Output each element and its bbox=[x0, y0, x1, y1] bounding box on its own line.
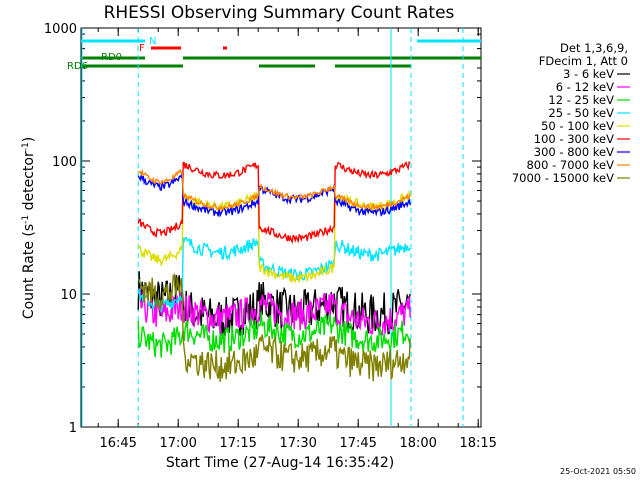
y-tick-label: 1 bbox=[69, 421, 77, 436]
x-tick-label: 17:45 bbox=[339, 436, 376, 451]
timestamp: 25-Oct-2021 05:50 bbox=[560, 467, 636, 476]
flare-flag-label: F bbox=[139, 43, 145, 54]
y-tick-label: 100 bbox=[52, 155, 77, 170]
legend-entry-label: 25 - 50 keV bbox=[548, 106, 614, 120]
x-axis: 16:45 17:00 17:15 17:30 17:45 18:00 18:15 bbox=[97, 28, 497, 451]
chart-title: RHESSI Observing Summary Count Rates bbox=[104, 3, 455, 23]
x-tick-label: 17:30 bbox=[279, 436, 316, 451]
y-axis: 1 10 100 1000 bbox=[44, 22, 481, 436]
legend-entry-label: 12 - 25 keV bbox=[548, 93, 614, 107]
rd6-flag-label: RD6 bbox=[67, 61, 88, 72]
legend-entry-label: 300 - 800 keV bbox=[534, 145, 614, 159]
flag-bars: NF RD0 RD6 bbox=[67, 28, 481, 427]
y-axis-label: Count Rate (s-1 detector-1) bbox=[21, 137, 37, 319]
x-tick-label: 18:00 bbox=[399, 436, 436, 451]
legend-entry-label: 50 - 100 keV bbox=[541, 119, 614, 133]
series-line bbox=[137, 160, 411, 245]
x-tick-label: 18:15 bbox=[459, 436, 496, 451]
x-axis-label: Start Time (27-Aug-14 16:35:42) bbox=[166, 455, 394, 471]
y-tick-label: 10 bbox=[60, 288, 77, 303]
x-tick-label: 16:45 bbox=[99, 436, 136, 451]
legend-entry-label: 100 - 300 keV bbox=[534, 132, 614, 146]
legend-header-line-1: Det 1,3,6,9, bbox=[560, 41, 628, 55]
night-flag-label: N bbox=[149, 36, 156, 47]
series-layer bbox=[137, 160, 411, 382]
x-tick-label: 17:15 bbox=[219, 436, 256, 451]
x-tick-label: 17:00 bbox=[159, 436, 196, 451]
y-tick-label: 1000 bbox=[44, 22, 77, 37]
plot-frame bbox=[80, 27, 482, 428]
legend-header-line-2: FDecim 1, Att 0 bbox=[539, 54, 628, 68]
series-line bbox=[137, 168, 411, 211]
series-line bbox=[137, 272, 411, 382]
legend-entry-label: 800 - 7000 keV bbox=[526, 158, 614, 172]
legend-entry-label: 7000 - 15000 keV bbox=[512, 171, 614, 185]
legend: Det 1,3,6,9, FDecim 1, Att 0 3 - 6 keV6 … bbox=[512, 41, 630, 185]
rd0-flag-label: RD0 bbox=[101, 52, 122, 63]
series-line bbox=[137, 289, 411, 336]
legend-entry-label: 6 - 12 keV bbox=[556, 80, 614, 94]
legend-entry-label: 3 - 6 keV bbox=[563, 67, 614, 81]
